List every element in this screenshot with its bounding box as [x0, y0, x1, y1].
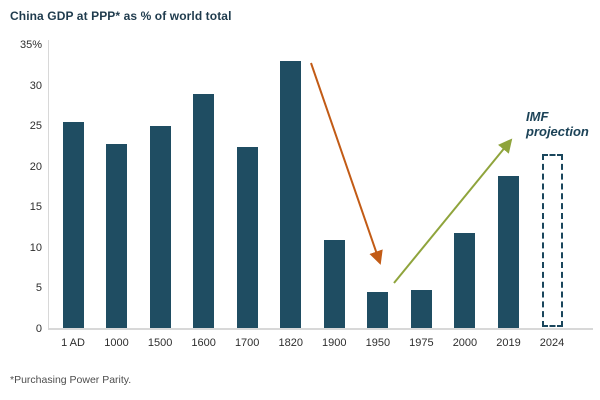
imf-projection-label: IMF projection: [526, 109, 589, 139]
y-tick-label: 15: [29, 201, 42, 214]
imf-projection-label-line1: IMF: [526, 109, 549, 124]
y-axis-line: [48, 40, 49, 329]
bar-1950: [367, 292, 389, 328]
x-tick-label-1500: 1500: [147, 337, 173, 349]
x-tick-label-1600: 1600: [191, 337, 216, 349]
x-tick-label-2000: 2000: [452, 337, 478, 349]
bar-1900: [323, 240, 345, 328]
rise-arrow: [393, 138, 513, 284]
x-tick-label-1820: 1820: [278, 337, 303, 349]
bar-1000: [106, 144, 128, 328]
y-tick-label: 20: [29, 160, 42, 173]
x-tick-label-1000: 1000: [104, 337, 129, 349]
y-tick-label: 0: [35, 323, 42, 335]
x-tick-label-1975: 1975: [409, 337, 434, 349]
bar-1700: [236, 147, 258, 328]
chart-title: China GDP at PPP* as % of world total: [10, 9, 232, 23]
x-tick-label-2019: 2019: [496, 337, 521, 349]
bar-2019: [498, 176, 519, 328]
footnote: *Purchasing Power Parity.: [10, 374, 132, 386]
x-tick-label-2024: 2024: [539, 337, 565, 349]
y-tick-label: 25: [29, 120, 42, 133]
bar-1975: [410, 290, 432, 328]
decline-arrow: [310, 62, 383, 265]
x-tick-label-1900: 1900: [322, 337, 347, 349]
bar-1500: [149, 126, 171, 328]
y-tick-label: 30: [29, 79, 42, 92]
x-tick-label-1950: 1950: [365, 337, 391, 349]
bar-1600: [193, 94, 215, 328]
bar-1 AD: [62, 122, 84, 328]
bar-2000: [454, 233, 476, 328]
y-tick-label: 35%: [19, 39, 42, 51]
y-tick-label: 5: [35, 282, 42, 295]
x-axis-line: [48, 328, 593, 330]
y-tick-label: 10: [29, 241, 42, 254]
x-tick-label-1700: 1700: [234, 337, 260, 349]
imf-projection-label-line2: projection: [526, 124, 589, 139]
projection-bar-2024: [541, 154, 563, 327]
x-tick-label-1 AD: 1 AD: [61, 337, 85, 349]
bar-1820: [280, 61, 302, 328]
